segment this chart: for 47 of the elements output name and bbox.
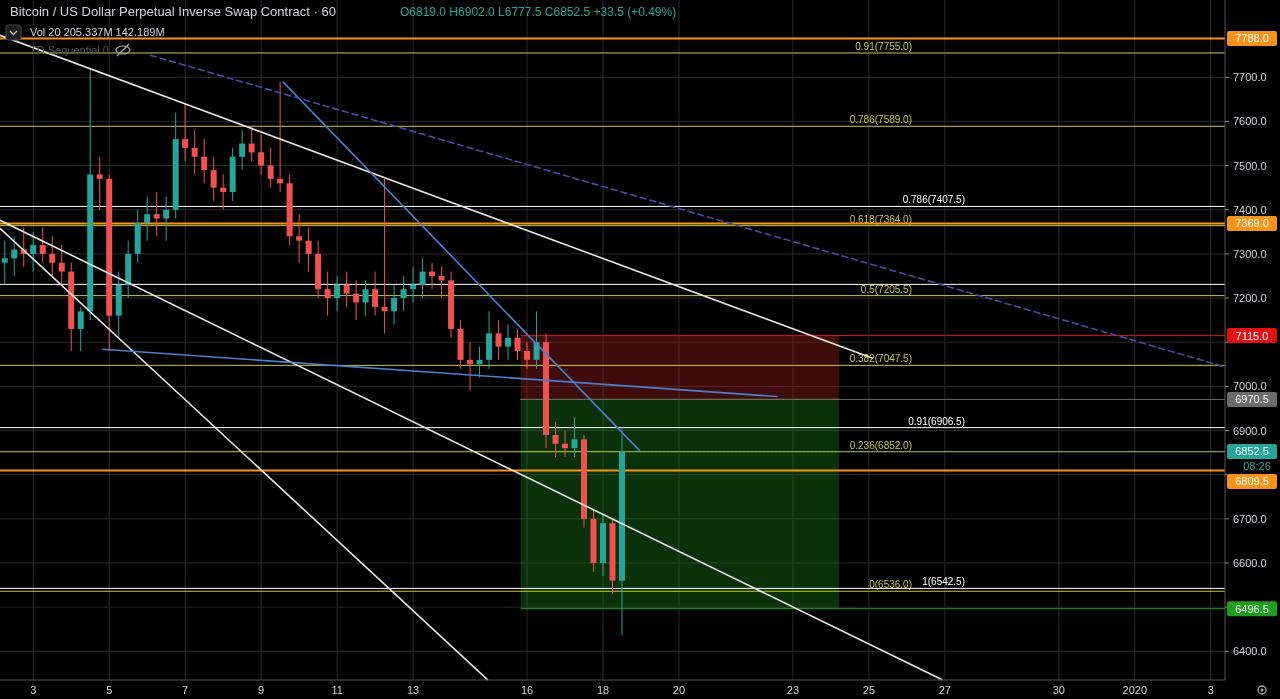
y-tick-label: 7500.0 [1233, 159, 1267, 172]
ref-line-label: 7788.0 [1235, 32, 1269, 45]
ref-line-label: 0.786(7407.5) [902, 194, 965, 206]
ref-line-label: 0.5(7205.5) [860, 283, 912, 295]
x-tick-label: 3 [1207, 684, 1214, 696]
y-tick-label: 6900.0 [1233, 424, 1267, 437]
ref-line-label: 6970.5 [1235, 393, 1269, 406]
x-tick-label: 7 [182, 684, 189, 696]
ref-line-label: 0(6536.0) [869, 579, 912, 591]
ref-line-label: 0.91(7755.0) [855, 40, 912, 52]
x-tick-label: 27 [938, 684, 951, 696]
ref-line-label: 0.236(6852.0) [849, 439, 912, 451]
ref-line-label: 1(6542.5) [922, 576, 965, 588]
ref-line-label: 7115.0 [1235, 329, 1269, 342]
x-tick-label: 5 [106, 684, 113, 696]
text: O6819.0 H6902.0 L6777.5 C6852.5 +33.5 (+0.49%) [400, 5, 677, 19]
chart-title: Bitcoin / US Dollar Perpetual Inverse Swap Contract · 60 [10, 4, 336, 19]
y-tick-label: 7200.0 [1233, 292, 1267, 305]
y-tick-label: 7000.0 [1233, 380, 1267, 393]
ref-line-label: 0.618(7364.0) [849, 213, 912, 225]
ref-line-label: 6496.5 [1235, 602, 1269, 615]
x-tick-label: 2020 [1122, 684, 1148, 696]
x-tick-label: 9 [258, 684, 265, 696]
x-tick-label: 13 [406, 684, 420, 696]
y-tick-label: 7600.0 [1233, 115, 1267, 128]
ref-line-label: 0.786(7589.0) [849, 114, 912, 126]
ref-line-label: 7369.0 [1235, 217, 1269, 230]
ref-line-label: 6809.5 [1235, 475, 1269, 488]
y-tick-label: 6400.0 [1233, 645, 1267, 658]
y-tick-label: 6700.0 [1233, 512, 1267, 525]
x-tick-label: 11 [331, 684, 343, 696]
x-tick-label: 3 [30, 684, 37, 696]
ref-line-label: 0.91(6906.5) [908, 415, 965, 427]
ref-line-label: 0.382(7047.5) [849, 353, 912, 365]
annotation: Vol 20 205.337M 142.189M [30, 26, 165, 38]
y-tick-label: 7400.0 [1233, 203, 1267, 216]
y-tick-label: 7300.0 [1233, 247, 1267, 260]
ref-line-label: 6852.5 [1235, 445, 1269, 458]
x-tick-label: 20 [672, 684, 686, 696]
y-tick-label: 6600.0 [1233, 556, 1267, 569]
y-tick-label: 7700.0 [1233, 71, 1267, 84]
text: 08:26 [1243, 460, 1271, 473]
x-tick-label: 23 [786, 684, 800, 696]
x-tick-label: 16 [520, 684, 534, 696]
x-tick-label: 18 [596, 684, 610, 696]
x-tick-label: 30 [1052, 684, 1065, 696]
x-tick-label: 25 [862, 684, 876, 696]
